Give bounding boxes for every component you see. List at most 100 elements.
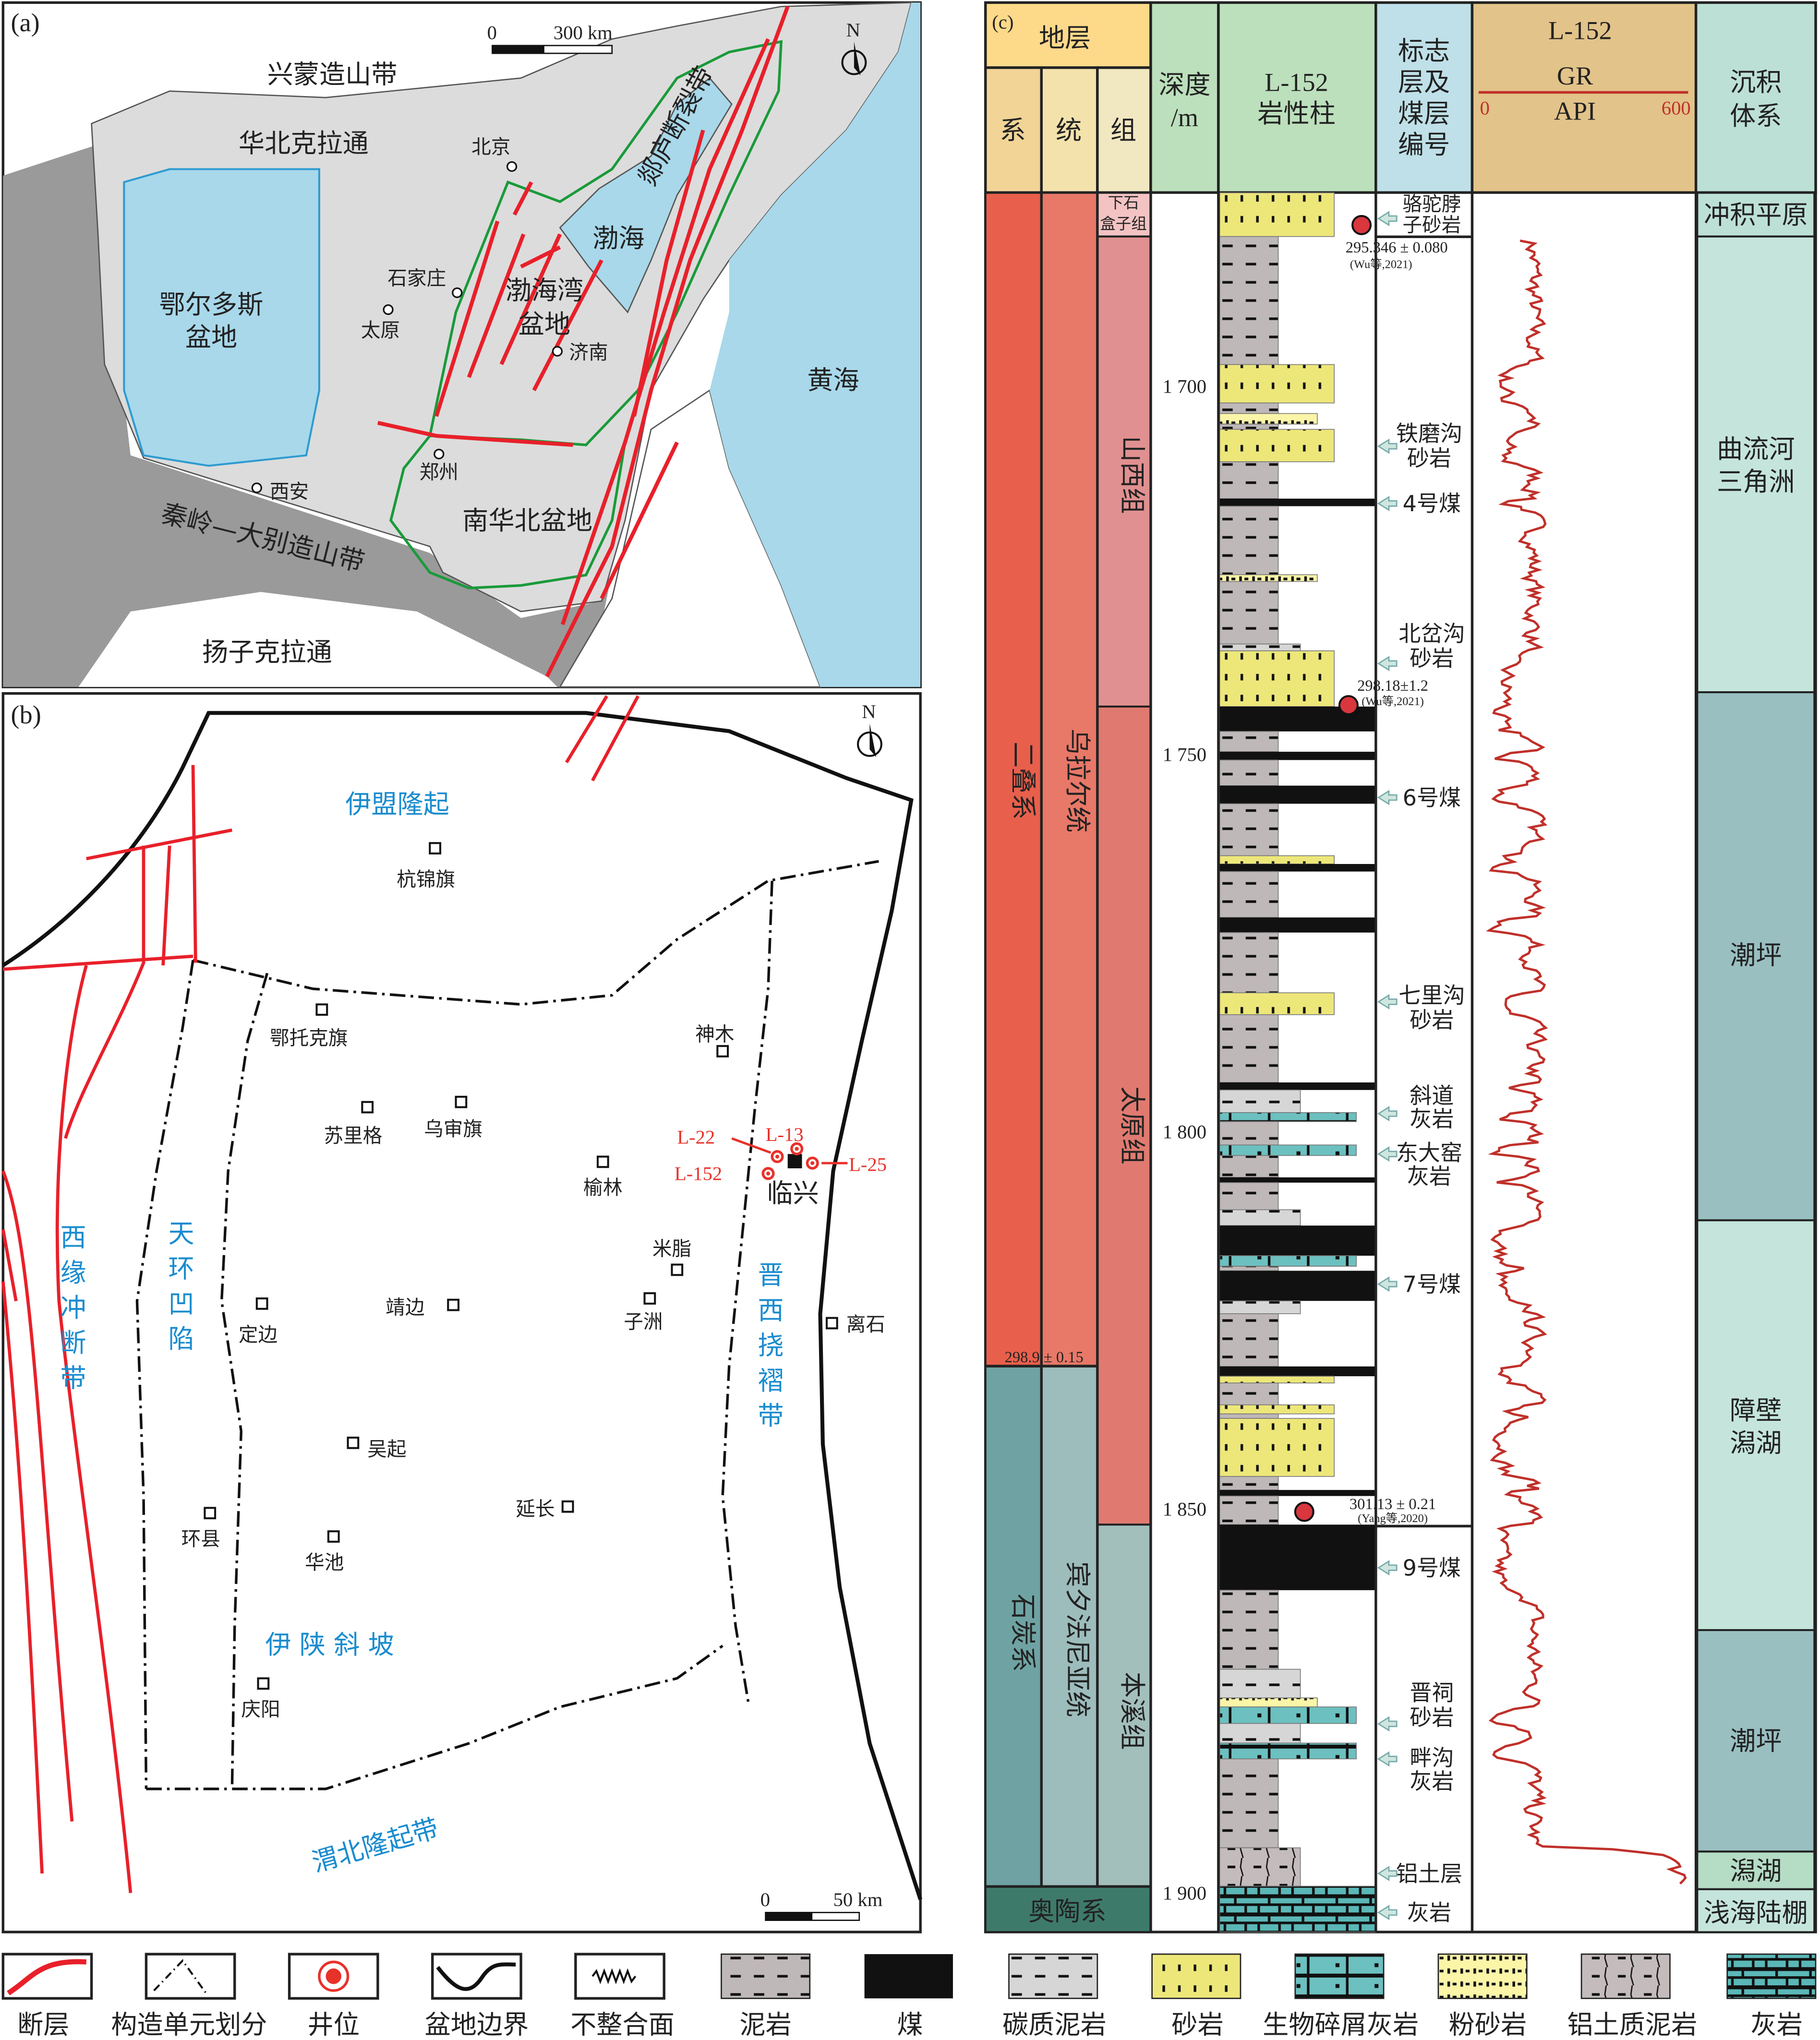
facies-lagoon: 潟湖 xyxy=(1730,1856,1782,1886)
header-series: 统 xyxy=(1056,115,1082,145)
age-2-value: 298.18±1.2 xyxy=(1357,677,1428,695)
lithology-bed-carbonaceous-mudstone xyxy=(1219,1668,1301,1699)
gr-log-curve xyxy=(1485,240,1687,1884)
lithology-bed-mudstone xyxy=(1219,1476,1279,1490)
place-huachi: 华池 xyxy=(305,1551,344,1574)
header-depth-unit: /m xyxy=(1171,103,1198,132)
header-facies-2: 体系 xyxy=(1730,101,1782,131)
lithology-bed-mudstone xyxy=(1219,1382,1279,1405)
basin-outline xyxy=(2,711,923,1900)
place-etuokeqi: 鄂托克旗 xyxy=(270,1026,348,1049)
siltstone-icon xyxy=(1437,1953,1528,1999)
panel-b-frame xyxy=(1,692,922,1933)
city-xian: 西安 xyxy=(270,480,309,503)
age-sample-3-icon xyxy=(1294,1501,1314,1522)
header-marker-2: 层及 xyxy=(1398,67,1450,97)
lithology-bed-mudstone xyxy=(1219,236,1279,365)
formation-band xyxy=(1096,192,1152,238)
marker-limestone: 灰岩 xyxy=(1407,1900,1451,1926)
lithology-bed-mudstone xyxy=(1219,759,1279,786)
limestone-icon xyxy=(1726,1953,1817,1999)
place-zizhou: 子洲 xyxy=(624,1310,663,1333)
bohai-sea xyxy=(559,77,733,314)
place-sulige: 苏里格 xyxy=(324,1124,382,1147)
lithology-bed-limestone xyxy=(1219,1885,1376,1932)
facies-band xyxy=(1696,1219,1816,1632)
facies-band xyxy=(1696,1888,1816,1933)
marker-dongdayao-1: 东大窑 xyxy=(1396,1140,1462,1166)
well-l22-label: L-22 xyxy=(677,1126,715,1148)
header-system: 系 xyxy=(1000,115,1026,145)
header-formation: 组 xyxy=(1110,115,1136,145)
place-hangjinqi: 杭锦旗 xyxy=(397,868,455,891)
age-1-value: 295.346 ± 0.080 xyxy=(1346,239,1448,256)
lithology-bed-coal xyxy=(1219,917,1376,933)
city-beijing: 北京 xyxy=(471,135,510,158)
fault-icon xyxy=(7,1959,87,1996)
lithology-bed-mudstone xyxy=(1219,871,1279,918)
boundary-age: 298.9 ± 0.15 xyxy=(1005,1349,1084,1366)
header-marker-3: 煤层 xyxy=(1398,98,1450,129)
well-l152-label: L-152 xyxy=(675,1163,722,1184)
town-markers xyxy=(204,842,838,1690)
lithology-bed-coal xyxy=(1219,1524,1376,1590)
lithology-bed-mudstone xyxy=(1219,1121,1279,1146)
lithology-bed-mudstone xyxy=(1219,1155,1279,1178)
north-label-b: N xyxy=(862,701,876,722)
lithology-bed-bioclastic-limestone xyxy=(1219,1255,1357,1267)
place-huanxian: 环县 xyxy=(181,1527,220,1550)
age-sample-2-icon xyxy=(1338,695,1359,716)
marker-bauxite: 铝土层 xyxy=(1396,1860,1462,1886)
lithology-bed-carbonaceous-mudstone xyxy=(1219,1089,1301,1113)
header-column-title: 岩性柱 xyxy=(1257,98,1336,129)
well-l25-label: L-25 xyxy=(849,1153,887,1175)
formation-band xyxy=(1096,235,1152,708)
legend-fault xyxy=(1,1953,93,2000)
place-yanchang: 延长 xyxy=(516,1498,554,1521)
lithology-bed-siltstone xyxy=(1219,413,1318,425)
formation-xiashihezi-2: 盒子组 xyxy=(1100,215,1147,233)
svg-text:西: 西 xyxy=(758,1295,783,1325)
facies-meandering-delta-2: 三角洲 xyxy=(1717,467,1795,497)
lithology-bed-carbonaceous-mudstone xyxy=(1219,643,1301,651)
marker-beichagou-1: 北岔沟 xyxy=(1398,621,1465,647)
panel-c-label: (c) xyxy=(992,12,1013,33)
svg-text:环: 环 xyxy=(169,1254,194,1284)
scale-end-b: 50 km xyxy=(833,1889,883,1910)
scale-bar-b: 0 50 km xyxy=(760,1889,883,1921)
depth-1850: 1 850 xyxy=(1163,1499,1206,1520)
lithology-bed-coal xyxy=(1219,1366,1376,1377)
lithology-bed-sandstone xyxy=(1219,1376,1335,1384)
depth-1800: 1 800 xyxy=(1163,1121,1206,1143)
svg-text:凹: 凹 xyxy=(169,1289,194,1319)
region-ordos-1: 鄂尔多斯 xyxy=(159,289,264,320)
lithology-bed-sandstone xyxy=(1219,1404,1335,1415)
unit-jinxi: 晋 西 挠 褶 带 xyxy=(758,1260,783,1431)
legend-label: 煤 xyxy=(897,2009,923,2040)
svg-text:褶: 褶 xyxy=(758,1366,783,1396)
formation-benxi: 本溪组 xyxy=(1117,1672,1147,1750)
scale-bar-a: 0 300 km xyxy=(487,22,613,54)
series-band xyxy=(1040,192,1098,1368)
system-carboniferous: 石炭系 xyxy=(1008,1594,1038,1672)
city-zhengzhou: 郑州 xyxy=(420,460,458,483)
system-band xyxy=(984,192,1043,1368)
marker-dongdayao-2: 灰岩 xyxy=(1407,1164,1451,1189)
lithology-bed-mudstone xyxy=(1219,505,1279,576)
scale-zero: 0 xyxy=(487,22,497,43)
unit-yimeng: 伊盟隆起 xyxy=(345,789,449,819)
lithology-bed-mudstone xyxy=(1219,402,1279,414)
legend-unit-boundary xyxy=(145,1953,236,2000)
linxing-area: 临兴 L-22 L-13 L-152 L-25 xyxy=(675,1124,887,1208)
header-gr-unit: API xyxy=(1554,96,1596,125)
marker-qiligou-1: 七里沟 xyxy=(1398,983,1465,1008)
marker-luotuobozi-1: 骆驼脖 xyxy=(1402,192,1461,216)
formation-xiashihezi-1: 下石 xyxy=(1108,194,1139,212)
region-yangzi: 扬子克拉通 xyxy=(202,637,332,667)
facies-band xyxy=(1696,1629,1816,1853)
lithology-bed-mudstone xyxy=(1219,461,1279,499)
mudstone-icon xyxy=(721,1953,811,1999)
facies-column xyxy=(1696,192,1816,1933)
lithology-bed-sandstone xyxy=(1219,992,1335,1015)
legend-label: 粉砂岩 xyxy=(1449,2009,1527,2040)
